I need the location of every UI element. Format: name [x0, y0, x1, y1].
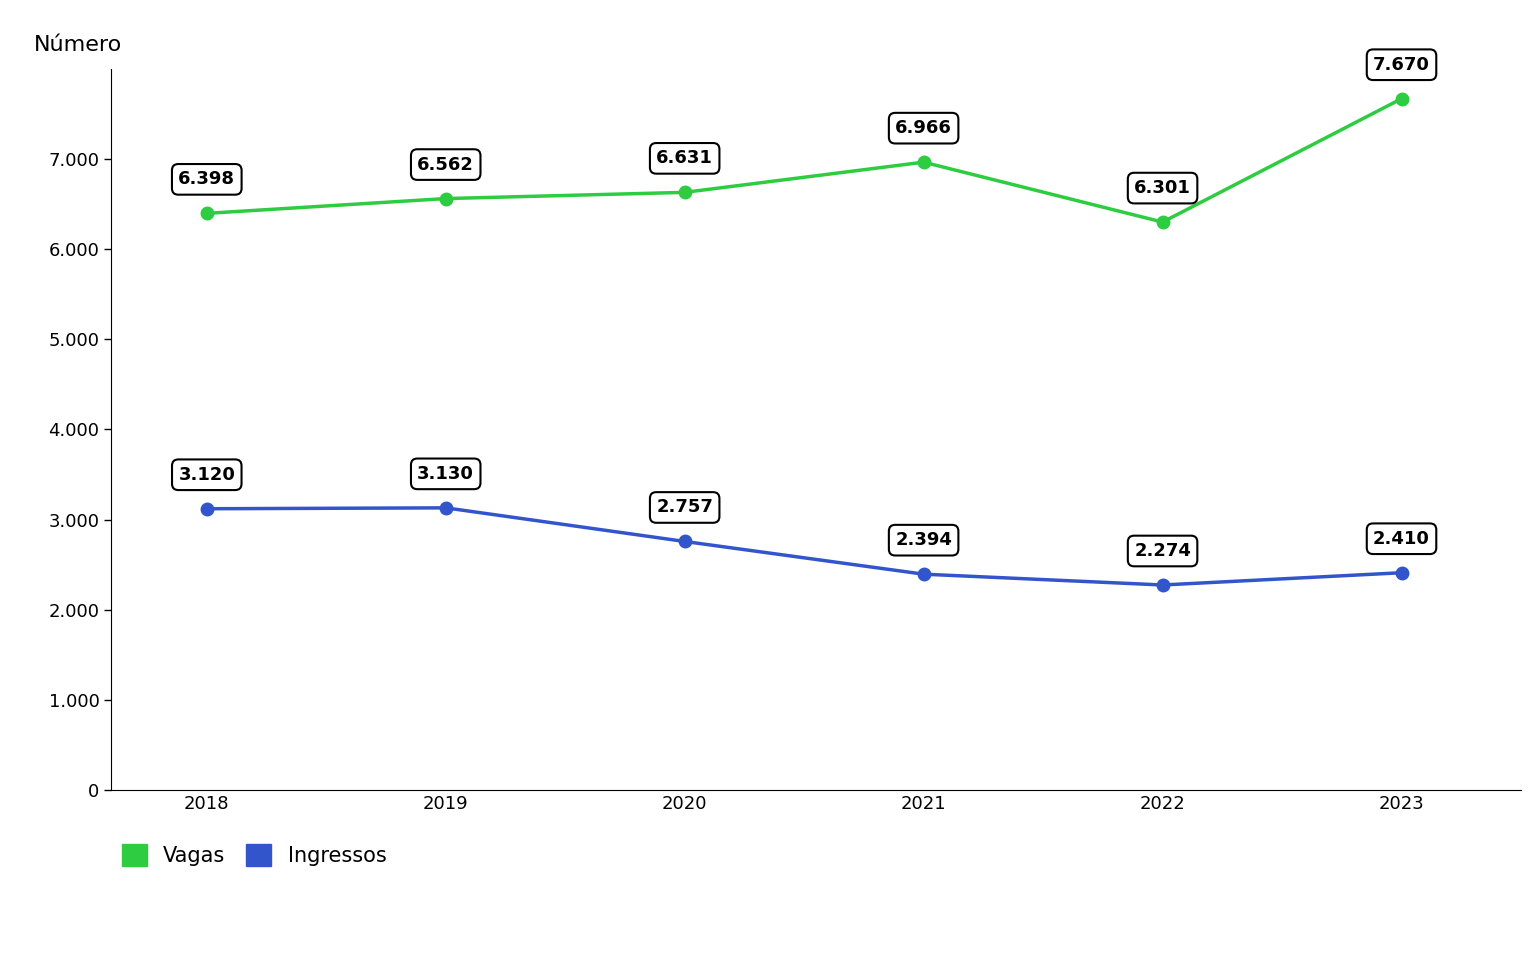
- Legend: Vagas, Ingressos: Vagas, Ingressos: [121, 844, 387, 866]
- Text: Número: Número: [34, 35, 121, 55]
- Text: 3.130: 3.130: [418, 465, 475, 483]
- Text: 2.394: 2.394: [895, 531, 952, 549]
- Text: 2.274: 2.274: [1134, 542, 1190, 560]
- Text: 6.301: 6.301: [1134, 180, 1190, 197]
- Text: 3.120: 3.120: [178, 466, 235, 484]
- Text: 7.670: 7.670: [1373, 56, 1430, 74]
- Text: 2.757: 2.757: [656, 498, 713, 516]
- Text: 6.398: 6.398: [178, 170, 235, 188]
- Text: 6.966: 6.966: [895, 119, 952, 137]
- Text: 6.631: 6.631: [656, 150, 713, 167]
- Text: 6.562: 6.562: [418, 156, 475, 174]
- Text: 2.410: 2.410: [1373, 530, 1430, 548]
